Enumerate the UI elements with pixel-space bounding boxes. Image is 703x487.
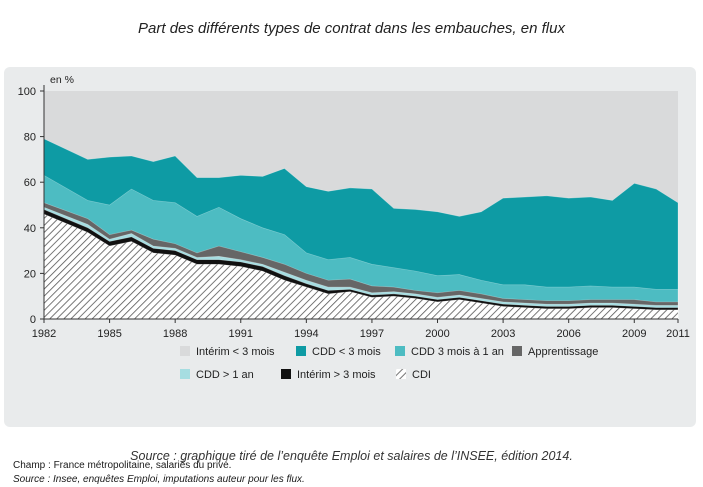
x-tick-label: 2006 [556,328,580,340]
legend-label-cdd_gt1: CDD > 1 an [196,369,254,381]
legend-swatch-interim_lt3 [180,346,190,356]
x-tick-label: 2003 [491,328,515,340]
legend-label-interim_gt3: Intérim > 3 mois [297,369,376,381]
y-tick-label: 80 [24,132,36,144]
x-tick-label: 1982 [32,328,56,340]
y-unit-label: en % [50,74,74,86]
x-tick-label: 1994 [294,328,318,340]
figure-caption: Source : graphique tiré de l’enquête Emp… [130,449,573,463]
source-note: Source : Insee, enquêtes Emploi, imputat… [13,474,305,485]
y-tick-label: 60 [24,177,36,189]
legend-swatch-cdd_lt3 [296,346,306,356]
x-tick-label: 1991 [229,328,253,340]
legend-swatch-cdi [396,369,406,379]
y-tick-label: 20 [24,268,36,280]
champ-note: Champ : France métropolitaine, salariés … [13,460,232,471]
legend-label-interim_lt3: Intérim < 3 mois [196,346,275,358]
x-tick-label: 1997 [360,328,384,340]
x-tick-label: 2011 [666,328,690,340]
legend-swatch-cdd_3m_1a [395,346,405,356]
legend-label-apprentissage: Apprentissage [528,346,598,358]
chart-svg: 0 20 40 60 80 100 en % 1982 1985 1988 1991 1994 1997… [18,74,690,381]
chart-notes: Champ : France métropolitaine, salariés … [13,459,305,487]
legend-swatch-interim_gt3 [281,369,291,379]
chart-title: Part des différents types de contrat dan… [138,20,565,37]
legend-swatch-apprentissage [512,346,522,356]
x-tick-label: 2000 [425,328,449,340]
legend-label-cdd_3m_1a: CDD 3 mois à 1 an [411,346,504,358]
legend-swatch-cdd_gt1 [180,369,190,379]
y-tick-label: 40 [24,223,36,235]
y-tick-label: 0 [30,314,36,326]
chart-panel: 0 20 40 60 80 100 en % 1982 1985 1988 1991 1994 1997… [4,67,696,485]
legend-label-cdd_lt3: CDD < 3 mois [312,346,381,358]
x-tick-label: 2009 [622,328,646,340]
x-tick-label: 1988 [163,328,187,340]
area-cdi [43,213,679,320]
y-tick-label: 100 [18,86,36,98]
legend-label-cdi: CDI [412,369,431,381]
x-tick-label: 1985 [97,328,121,340]
